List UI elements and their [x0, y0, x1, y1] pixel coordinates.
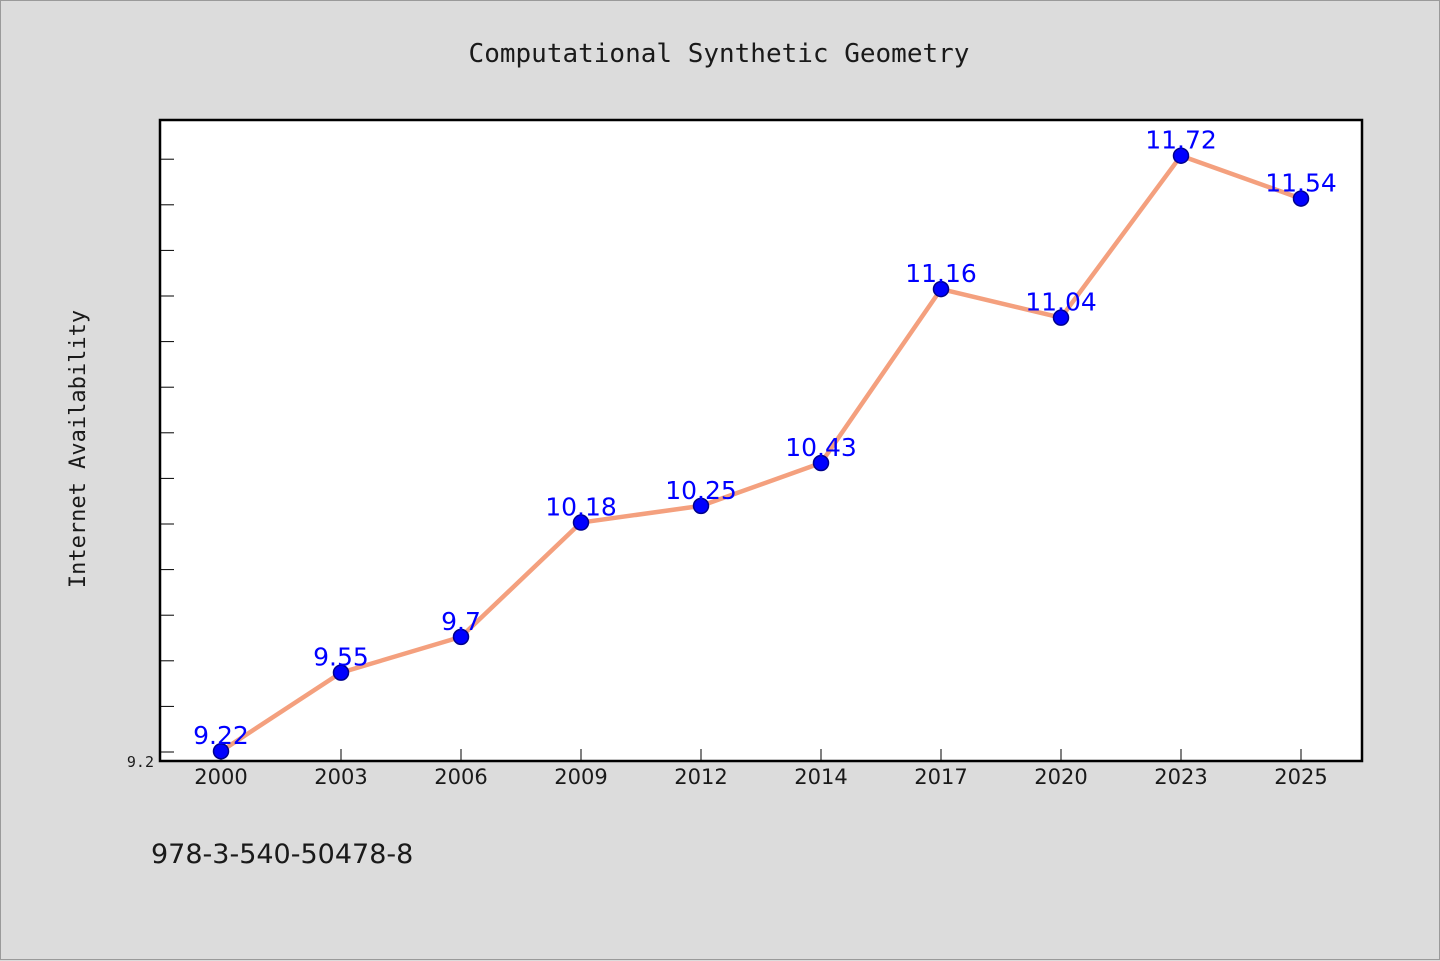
data-label: 9.22: [193, 721, 249, 750]
x-tick-label: 2006: [434, 765, 487, 789]
data-labels: 9.22 9.55 9.7 10.18 10.25 10.43 11.16 11.04 11.7…: [193, 126, 1337, 751]
data-label: 11.54: [1265, 169, 1337, 198]
x-tick-label: 2009: [554, 765, 607, 789]
data-point: [1052, 309, 1070, 326]
plot-area: [158, 118, 1364, 763]
data-point: [212, 742, 230, 760]
data-label: 11.04: [1025, 288, 1097, 317]
data-point: [1292, 190, 1310, 207]
data-label: 10.25: [665, 476, 737, 505]
y-axis-label: Internet Availability: [66, 310, 91, 588]
data-point: [332, 664, 350, 681]
isbn-text: 978-3-540-50478-8: [151, 839, 413, 870]
data-point: [692, 497, 710, 515]
chart-title: Computational Synthetic Geometry: [469, 39, 970, 69]
y-minor-ticks: [160, 158, 174, 753]
x-tick-label: 2014: [794, 765, 847, 789]
data-point: [572, 514, 590, 531]
x-tick-label: 2003: [314, 765, 367, 789]
data-point: [1172, 147, 1190, 164]
data-label: 10.18: [545, 493, 617, 522]
x-axis-ticks: [220, 749, 1302, 761]
x-tick-label: 2020: [1034, 765, 1087, 789]
x-tick-label: 2023: [1154, 765, 1207, 789]
data-label: 10.43: [785, 433, 857, 462]
data-point: [932, 280, 950, 298]
data-markers: [212, 147, 1310, 760]
y-tick-label: 9.2: [127, 753, 154, 771]
data-label: 11.72: [1145, 126, 1217, 155]
data-label: 9.7: [441, 607, 481, 636]
x-tick-label: 2017: [914, 765, 967, 789]
data-label: 9.55: [313, 643, 369, 672]
x-tick-label: 2000: [194, 765, 247, 789]
x-tick-label: 2012: [674, 765, 727, 789]
x-axis-tick-labels: 2000 2003 2006 2009 2012 2014 2017 2020 2023 2025: [194, 765, 1327, 789]
series-line: [218, 153, 1304, 754]
data-label: 11.16: [905, 259, 977, 288]
data-point: [452, 628, 470, 646]
x-tick-label: 2025: [1274, 765, 1327, 789]
data-point: [812, 454, 830, 472]
